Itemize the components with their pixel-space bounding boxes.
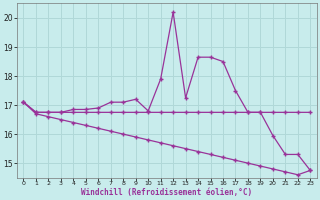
X-axis label: Windchill (Refroidissement éolien,°C): Windchill (Refroidissement éolien,°C)	[81, 188, 252, 197]
